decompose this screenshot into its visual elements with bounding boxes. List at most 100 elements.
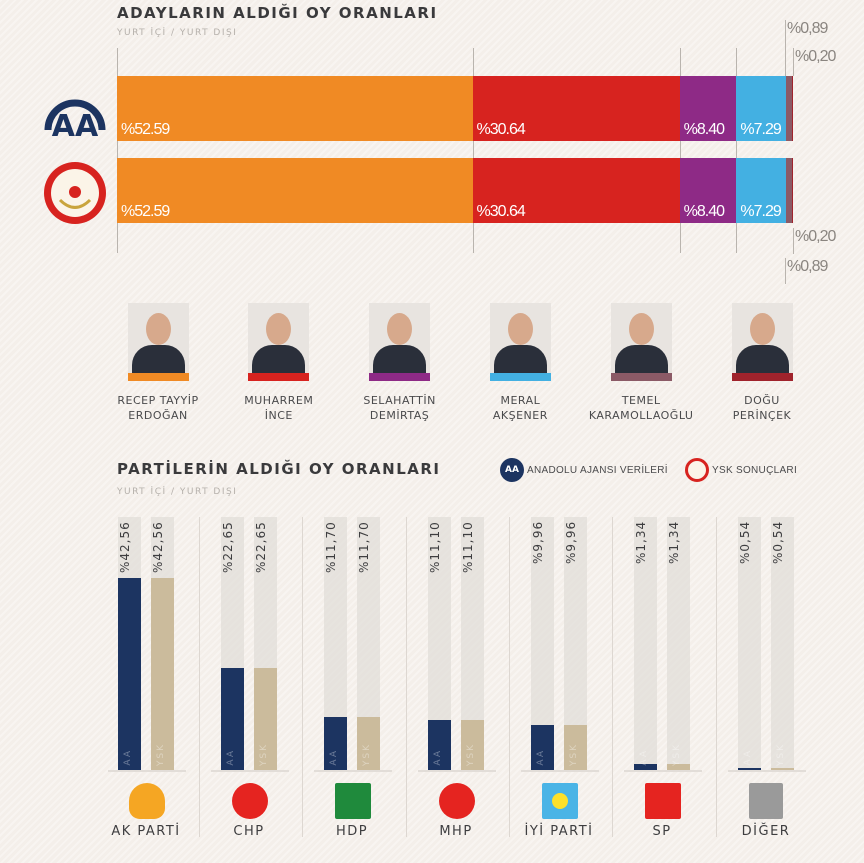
candidate-name-line2: DEMİRTAŞ	[369, 409, 430, 422]
legend-aa-label: ANADOLU AJANSI VERİLERİ	[527, 464, 668, 476]
bar-source-tag: YSK	[259, 742, 269, 766]
candidate-name: SELAHATTİN DEMİRTAŞ	[340, 393, 460, 423]
bar-column: %0,54 AA	[738, 517, 761, 770]
sun-icon	[542, 783, 578, 819]
gridline	[736, 48, 738, 253]
bar	[151, 577, 174, 770]
bar-segment: %8.40	[679, 76, 737, 141]
six-arrows-icon	[232, 783, 268, 819]
column-separator	[302, 517, 303, 837]
candidate-color-band	[127, 373, 189, 381]
bar-column: %1,34 AA	[634, 517, 657, 770]
column-separator	[406, 517, 407, 837]
candidate-color-band	[610, 373, 672, 381]
bar-column: %11,10 YSK	[461, 517, 484, 770]
bar-value-label: %11,10	[461, 521, 475, 573]
bar	[221, 667, 244, 770]
candidate-photo	[610, 303, 672, 373]
bar-segment	[785, 158, 792, 223]
bar-value-label: %1,34	[634, 521, 648, 565]
parties-subtitle: YURT İÇİ / YURT DIŞI	[117, 487, 238, 497]
crescent-star-icon	[645, 783, 681, 819]
column-separator	[199, 517, 200, 837]
small-value-label: %0,20	[793, 228, 836, 254]
bar-value-label: %11,70	[324, 521, 338, 573]
bar-column: %11,10 AA	[428, 517, 451, 770]
candidate-head	[387, 313, 413, 345]
bar-value-label: %0,54	[771, 521, 785, 565]
candidate-body	[131, 345, 185, 373]
party-name: AK PARTİ	[111, 824, 181, 839]
column-baseline	[211, 770, 289, 772]
candidate-photo	[369, 303, 431, 373]
bar-value-label: %11,70	[357, 521, 371, 573]
candidate-photo	[489, 303, 551, 373]
candidate-name: RECEP TAYYİP ERDOĞAN	[98, 393, 218, 423]
bar-value-label: %11,10	[428, 521, 442, 573]
bar-segment: %52.59	[117, 158, 473, 223]
legend-ysk: YSK SONUÇLARI	[685, 458, 797, 482]
bar-source-tag: AA	[433, 749, 443, 766]
bar-source-tag: AA	[639, 749, 649, 766]
bar-source-tag: YSK	[466, 742, 476, 766]
bar-value-label: %7.29	[740, 203, 781, 220]
bar-value-label: %9,96	[531, 521, 545, 565]
gridline	[472, 48, 474, 253]
bar-segment: %30.64	[472, 158, 680, 223]
bar-column: %0,54 YSK	[771, 517, 794, 770]
candidate-name-line2: PERİNÇEK	[732, 409, 792, 422]
small-value-label: %0,20	[793, 48, 836, 76]
party-name: HDP	[335, 824, 369, 839]
bar	[428, 719, 451, 770]
candidate-color-band	[489, 373, 551, 381]
bar	[118, 577, 141, 770]
bar-value-label: %8.40	[683, 121, 725, 138]
candidate-card: SELAHATTİN DEMİRTAŞ	[340, 303, 460, 423]
bar-source-tag: AA	[329, 749, 339, 766]
bar-column: %42,56 YSK	[151, 517, 174, 770]
svg-text:AA: AA	[52, 109, 99, 140]
candidate-name: MUHARREM İNCE	[219, 393, 339, 423]
candidate-name-line2: ERDOĞAN	[128, 409, 188, 422]
bar-value-label: %52.59	[121, 121, 170, 138]
candidate-body	[252, 345, 306, 373]
bar	[324, 717, 347, 770]
small-value-label: %0,89	[785, 20, 828, 76]
party-name: CHP	[233, 824, 265, 839]
candidate-name: TEMEL KARAMOLLAOĞLU	[581, 393, 701, 423]
bar	[357, 717, 380, 770]
column-baseline	[728, 770, 806, 772]
bar	[564, 724, 587, 770]
bar-segment: %7.29	[736, 158, 786, 223]
candidate-head	[507, 313, 533, 345]
candidate-head	[145, 313, 171, 345]
party-name: MHP	[439, 824, 473, 839]
candidate-photo	[127, 303, 189, 373]
candidate-name: MERAL AKŞENER	[460, 393, 580, 423]
candidate-photo	[731, 303, 793, 373]
column-separator	[716, 517, 717, 837]
candidate-name-line1: MERAL	[500, 394, 541, 407]
bar	[531, 724, 554, 770]
candidate-card: RECEP TAYYİP ERDOĞAN	[98, 303, 218, 423]
bar-value-label: %7.29	[740, 121, 781, 138]
candidate-card: TEMEL KARAMOLLAOĞLU	[581, 303, 701, 423]
candidate-body	[614, 345, 668, 373]
bar	[461, 719, 484, 770]
candidate-name-line2: İNCE	[264, 409, 293, 422]
candidate-card: MERAL AKŞENER	[460, 303, 580, 423]
bar-value-label: %30.64	[476, 121, 526, 138]
column-separator	[509, 517, 510, 837]
small-value-label: %0,89	[785, 258, 828, 284]
bar-column: %9,96 YSK	[564, 517, 587, 770]
column-separator	[612, 517, 613, 837]
aa-logo-icon: AA	[500, 458, 524, 482]
legend-ysk-label: YSK SONUÇLARI	[712, 464, 798, 476]
bar-value-label: %22,65	[221, 521, 235, 573]
bar-segment	[791, 76, 794, 141]
crescents-icon	[439, 783, 475, 819]
bar-source-tag: AA	[123, 749, 133, 766]
candidate-photo	[248, 303, 310, 373]
bar-source-tag: YSK	[672, 742, 682, 766]
bar-source-tag: AA	[536, 749, 546, 766]
